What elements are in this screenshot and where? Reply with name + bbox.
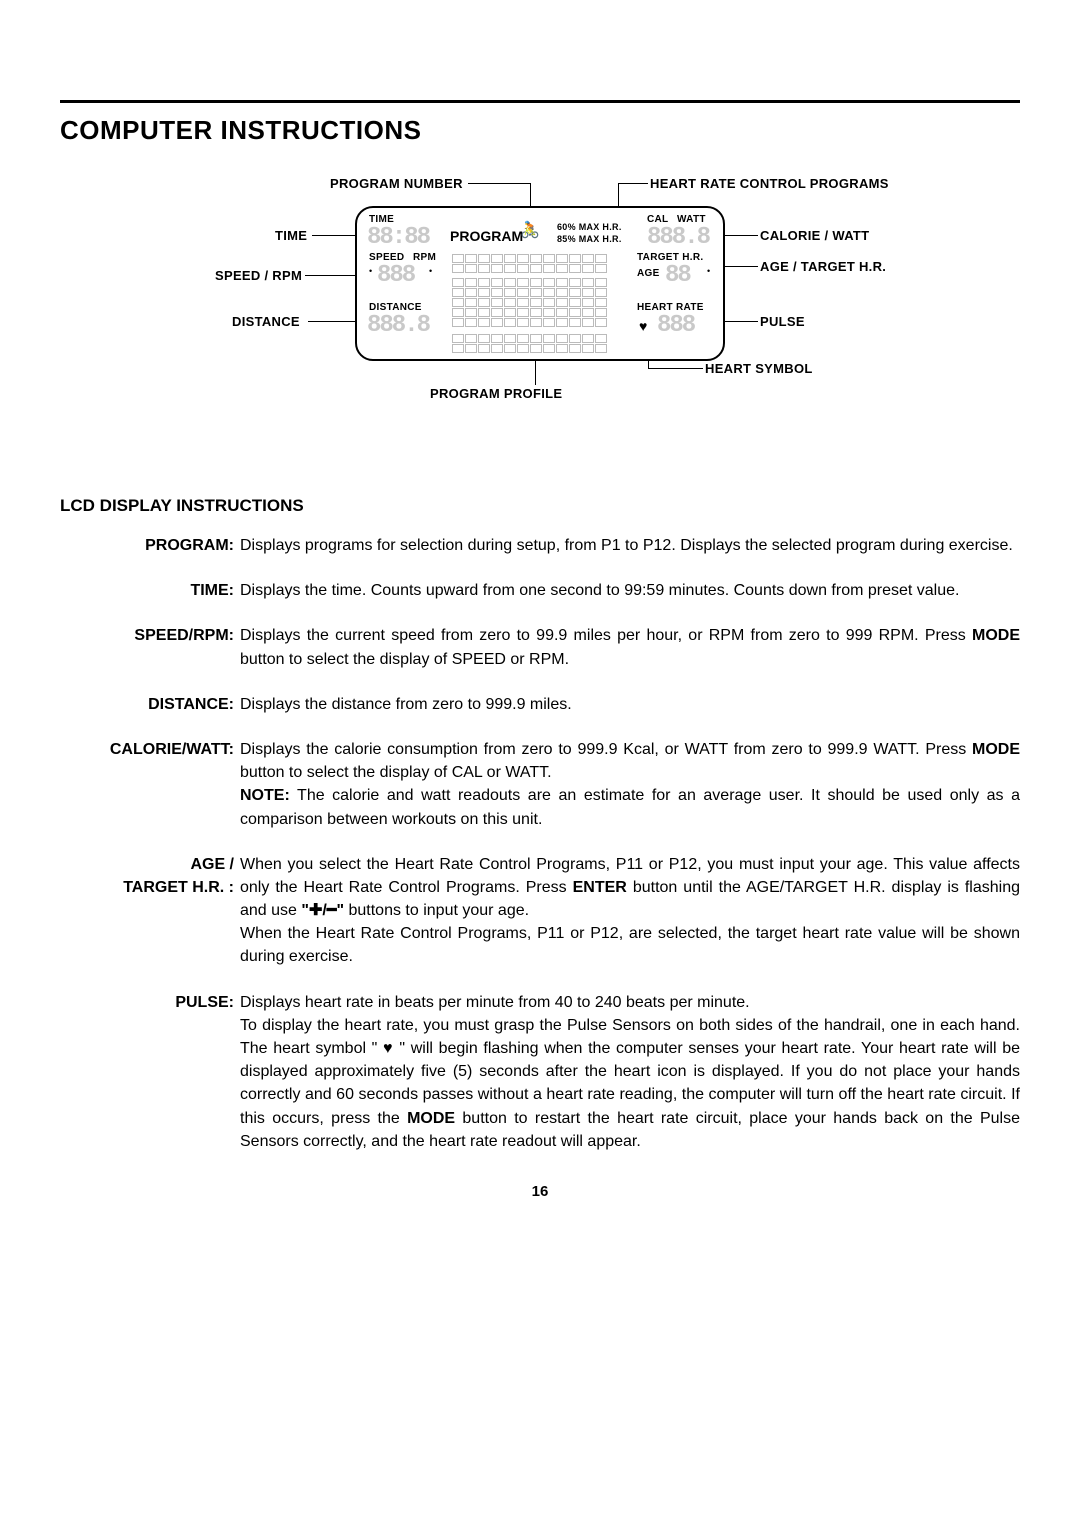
- callout-speed-rpm: SPEED / RPM: [215, 268, 302, 283]
- callout-distance: DISTANCE: [232, 314, 300, 329]
- definition-term: TIME:: [60, 579, 240, 602]
- definition-term: AGE /TARGET H.R. :: [60, 853, 240, 969]
- definition-term: DISTANCE:: [60, 693, 240, 716]
- callout-calorie-watt: CALORIE / WATT: [760, 228, 869, 243]
- callout-time: TIME: [275, 228, 307, 243]
- definition-row: PULSE:Displays heart rate in beats per m…: [60, 991, 1020, 1153]
- heart-icon: ♥: [639, 318, 647, 334]
- definition-body: Displays the calorie consumption from ze…: [240, 738, 1020, 831]
- lcd-seg-calwatt: 888.8: [647, 224, 709, 251]
- lcd-seg-age: 88: [665, 262, 690, 289]
- definition-body: When you select the Heart Rate Control P…: [240, 853, 1020, 969]
- definition-row: PROGRAM:Displays programs for selection …: [60, 534, 1020, 557]
- definition-row: AGE /TARGET H.R. :When you select the He…: [60, 853, 1020, 969]
- definition-body: Displays the time. Counts upward from on…: [240, 579, 1020, 602]
- definitions-list: PROGRAM:Displays programs for selection …: [60, 534, 1020, 1153]
- lcd-seg-speed: 888: [377, 262, 414, 289]
- page-title: COMPUTER INSTRUCTIONS: [60, 115, 1020, 146]
- lcd-profile-upper: [452, 254, 607, 273]
- lcd-label-60max: 60% MAX H.R.: [557, 222, 622, 232]
- definition-term: PROGRAM:: [60, 534, 240, 557]
- callout-heart-symbol: HEART SYMBOL: [705, 361, 813, 376]
- definition-row: SPEED/RPM:Displays the current speed fro…: [60, 624, 1020, 670]
- definition-body: Displays heart rate in beats per minute …: [240, 991, 1020, 1153]
- lcd-label-age: AGE: [637, 268, 660, 279]
- definition-row: DISTANCE:Displays the distance from zero…: [60, 693, 1020, 716]
- lcd-label-rpm: RPM: [413, 252, 436, 263]
- lcd-profile-mid: [452, 278, 607, 327]
- top-rule: [60, 100, 1020, 103]
- definition-body: Displays programs for selection during s…: [240, 534, 1020, 557]
- callout-pulse: PULSE: [760, 314, 805, 329]
- callout-hr-control-programs: HEART RATE CONTROL PROGRAMS: [650, 176, 889, 191]
- definition-term: CALORIE/WATT:: [60, 738, 240, 831]
- definition-body: Displays the distance from zero to 999.9…: [240, 693, 1020, 716]
- lcd-label-program: PROGRAM: [450, 228, 523, 244]
- callout-program-profile: PROGRAM PROFILE: [430, 386, 562, 401]
- lcd-label-85max: 85% MAX H.R.: [557, 234, 622, 244]
- definition-body: Displays the current speed from zero to …: [240, 624, 1020, 670]
- definition-term: SPEED/RPM:: [60, 624, 240, 670]
- lcd-seg-hr: 888: [657, 312, 694, 339]
- lcd-seg-time: 88:88: [367, 224, 429, 251]
- callout-program-number: PROGRAM NUMBER: [330, 176, 463, 191]
- lcd-profile-lower: [452, 334, 607, 353]
- definition-row: TIME:Displays the time. Counts upward fr…: [60, 579, 1020, 602]
- section-heading-lcd: LCD DISPLAY INSTRUCTIONS: [60, 496, 1020, 516]
- definition-row: CALORIE/WATT:Displays the calorie consum…: [60, 738, 1020, 831]
- lcd-panel: TIME 88:88 PROGRAM 🚴 60% MAX H.R. 85% MA…: [355, 206, 725, 361]
- page-number: 16: [60, 1183, 1020, 1200]
- callout-age-target-hr: AGE / TARGET H.R.: [760, 259, 886, 274]
- lcd-seg-distance: 888.8: [367, 312, 429, 339]
- lcd-diagram: PROGRAM NUMBER HEART RATE CONTROL PROGRA…: [60, 176, 1020, 436]
- definition-term: PULSE:: [60, 991, 240, 1153]
